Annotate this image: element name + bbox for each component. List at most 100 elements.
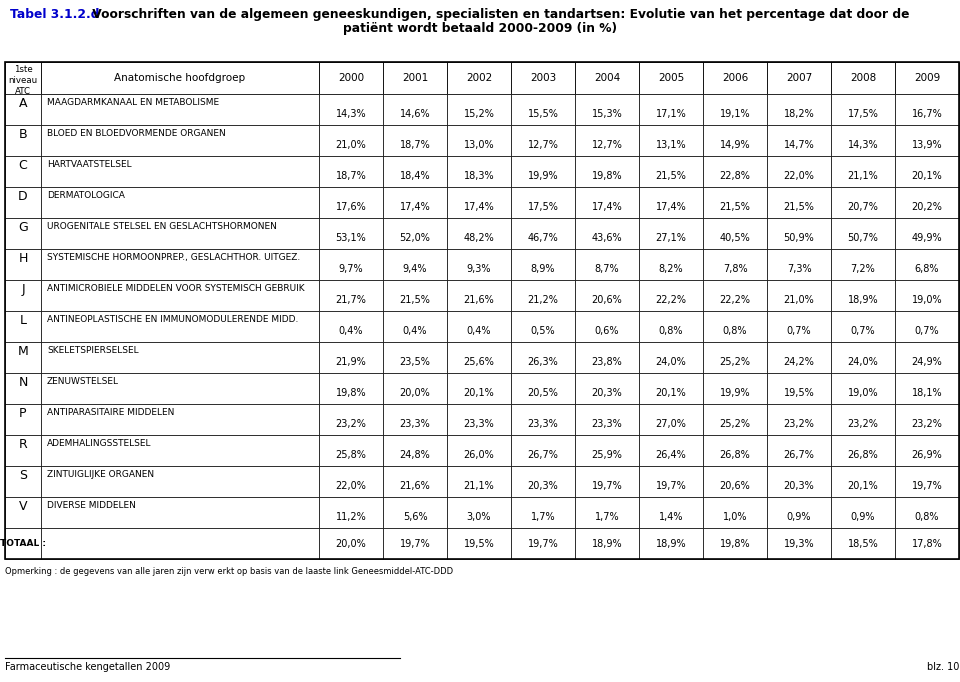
Bar bbox=[319, 466, 383, 497]
Bar bbox=[767, 280, 831, 311]
Bar bbox=[5, 280, 41, 311]
Text: 21,5%: 21,5% bbox=[720, 202, 751, 212]
Text: 20,6%: 20,6% bbox=[720, 481, 751, 491]
Bar bbox=[575, 342, 639, 373]
Text: 52,0%: 52,0% bbox=[399, 233, 430, 243]
Text: 2007: 2007 bbox=[786, 73, 812, 83]
Text: 17,1%: 17,1% bbox=[656, 109, 686, 119]
Text: 13,9%: 13,9% bbox=[912, 140, 943, 150]
Bar bbox=[639, 62, 703, 94]
Bar bbox=[703, 404, 767, 435]
Text: 20,3%: 20,3% bbox=[591, 388, 622, 398]
Bar bbox=[383, 187, 447, 218]
Text: J: J bbox=[21, 283, 25, 296]
Bar bbox=[447, 280, 511, 311]
Text: 18,9%: 18,9% bbox=[656, 539, 686, 548]
Text: 19,7%: 19,7% bbox=[656, 481, 686, 491]
Text: 23,2%: 23,2% bbox=[336, 419, 367, 429]
Text: 21,6%: 21,6% bbox=[464, 295, 494, 305]
Bar bbox=[319, 94, 383, 125]
Bar bbox=[639, 497, 703, 528]
Text: Anatomische hoofdgroep: Anatomische hoofdgroep bbox=[114, 73, 246, 83]
Text: 21,9%: 21,9% bbox=[336, 357, 367, 367]
Text: 24,0%: 24,0% bbox=[848, 357, 878, 367]
Text: ZENUWSTELSEL: ZENUWSTELSEL bbox=[47, 377, 119, 386]
Bar bbox=[895, 373, 959, 404]
Text: Farmaceutische kengetallen 2009: Farmaceutische kengetallen 2009 bbox=[5, 662, 170, 672]
Text: 14,6%: 14,6% bbox=[399, 109, 430, 119]
Text: 18,9%: 18,9% bbox=[848, 295, 878, 305]
Bar bbox=[319, 218, 383, 249]
Text: 21,0%: 21,0% bbox=[336, 140, 367, 150]
Text: Opmerking : de gegevens van alle jaren zijn verw erkt op basis van de laaste lin: Opmerking : de gegevens van alle jaren z… bbox=[5, 567, 453, 576]
Text: 19,7%: 19,7% bbox=[528, 539, 559, 548]
Text: 0,6%: 0,6% bbox=[595, 326, 619, 336]
Text: 20,3%: 20,3% bbox=[528, 481, 559, 491]
Text: 27,0%: 27,0% bbox=[656, 419, 686, 429]
Text: 13,1%: 13,1% bbox=[656, 140, 686, 150]
Bar bbox=[41, 404, 319, 435]
Text: 26,7%: 26,7% bbox=[528, 450, 559, 460]
Bar bbox=[319, 187, 383, 218]
Text: 21,0%: 21,0% bbox=[783, 295, 814, 305]
Bar bbox=[639, 156, 703, 187]
Text: 19,9%: 19,9% bbox=[720, 388, 751, 398]
Text: 2000: 2000 bbox=[338, 73, 364, 83]
Bar bbox=[5, 218, 41, 249]
Bar bbox=[319, 373, 383, 404]
Text: 23,2%: 23,2% bbox=[848, 419, 878, 429]
Bar bbox=[831, 249, 895, 280]
Bar bbox=[639, 373, 703, 404]
Bar bbox=[319, 497, 383, 528]
Bar bbox=[447, 125, 511, 156]
Text: ANTIPARASITAIRE MIDDELEN: ANTIPARASITAIRE MIDDELEN bbox=[47, 409, 175, 417]
Bar bbox=[831, 125, 895, 156]
Bar bbox=[447, 404, 511, 435]
Bar bbox=[831, 94, 895, 125]
Bar bbox=[383, 62, 447, 94]
Text: BLOED EN BLOEDVORMENDE ORGANEN: BLOED EN BLOEDVORMENDE ORGANEN bbox=[47, 129, 226, 138]
Bar bbox=[895, 187, 959, 218]
Text: 19,1%: 19,1% bbox=[720, 109, 751, 119]
Bar bbox=[895, 218, 959, 249]
Text: 12,7%: 12,7% bbox=[591, 140, 622, 150]
Bar bbox=[639, 249, 703, 280]
Text: 24,0%: 24,0% bbox=[656, 357, 686, 367]
Bar bbox=[383, 466, 447, 497]
Text: patiënt wordt betaald 2000-2009 (in %): patiënt wordt betaald 2000-2009 (in %) bbox=[343, 22, 617, 35]
Bar bbox=[5, 497, 41, 528]
Text: 19,7%: 19,7% bbox=[591, 481, 622, 491]
Text: 46,7%: 46,7% bbox=[528, 233, 559, 243]
Text: 22,2%: 22,2% bbox=[719, 295, 751, 305]
Bar bbox=[575, 94, 639, 125]
Bar bbox=[511, 62, 575, 94]
Bar bbox=[575, 373, 639, 404]
Bar bbox=[895, 497, 959, 528]
Text: 19,8%: 19,8% bbox=[336, 388, 367, 398]
Bar bbox=[767, 187, 831, 218]
Text: 0,4%: 0,4% bbox=[339, 326, 363, 336]
Text: 17,8%: 17,8% bbox=[912, 539, 943, 548]
Text: 2003: 2003 bbox=[530, 73, 556, 83]
Text: 21,5%: 21,5% bbox=[656, 171, 686, 181]
Text: 0,8%: 0,8% bbox=[723, 326, 747, 336]
Bar bbox=[703, 466, 767, 497]
Text: 19,0%: 19,0% bbox=[912, 295, 943, 305]
Text: 23,3%: 23,3% bbox=[591, 419, 622, 429]
Text: 1,7%: 1,7% bbox=[531, 512, 555, 522]
Bar bbox=[831, 342, 895, 373]
Text: 25,9%: 25,9% bbox=[591, 450, 622, 460]
Bar bbox=[319, 404, 383, 435]
Bar bbox=[5, 156, 41, 187]
Bar bbox=[319, 125, 383, 156]
Bar bbox=[511, 94, 575, 125]
Bar bbox=[511, 125, 575, 156]
Bar bbox=[383, 218, 447, 249]
Text: 19,9%: 19,9% bbox=[528, 171, 559, 181]
Bar bbox=[831, 528, 895, 559]
Bar bbox=[447, 373, 511, 404]
Text: 17,4%: 17,4% bbox=[591, 202, 622, 212]
Bar bbox=[703, 125, 767, 156]
Text: 0,8%: 0,8% bbox=[659, 326, 684, 336]
Text: 14,7%: 14,7% bbox=[783, 140, 814, 150]
